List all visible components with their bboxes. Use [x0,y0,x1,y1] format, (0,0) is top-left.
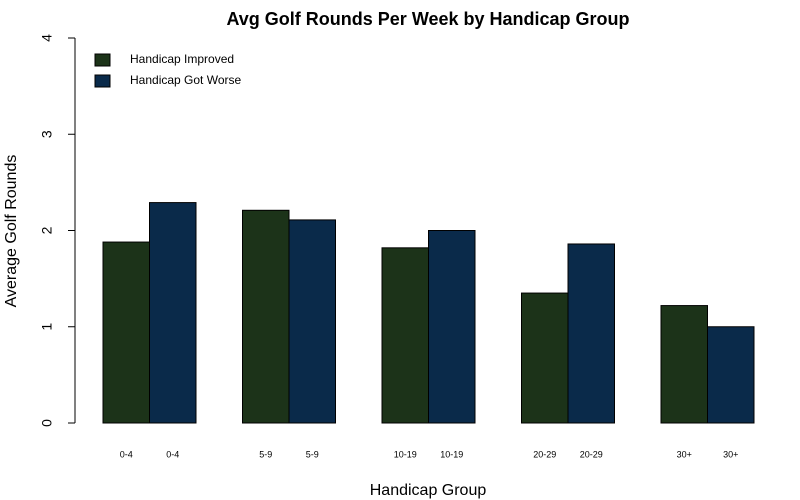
bar [707,326,755,424]
y-axis-label: Average Golf Rounds [3,155,20,308]
x-axis-label: Handicap Group [370,482,487,499]
y-tick-label: 3 [39,130,55,138]
bar [567,243,615,424]
y-tick-label: 0 [39,419,55,427]
chart-title: Avg Golf Rounds Per Week by Handicap Gro… [226,9,629,29]
bar [381,247,429,424]
y-tick-label: 1 [39,323,55,331]
x-tick-label: 0-4 [166,449,179,459]
x-tick-label: 10-19 [394,449,417,459]
bar [428,230,476,424]
x-tick-label: 20-29 [580,449,603,459]
x-tick-label: 30+ [723,449,738,459]
legend-swatch [94,53,111,67]
x-tick-label: 0-4 [120,449,133,459]
bar [149,202,197,424]
legend-label: Handicap Improved [130,52,234,66]
legend-label: Handicap Got Worse [130,73,241,87]
bar [660,305,708,424]
bar [102,241,150,424]
x-tick-label: 10-19 [440,449,463,459]
x-tick-label: 5-9 [259,449,272,459]
x-tick-label: 5-9 [306,449,319,459]
x-tick-label: 30+ [677,449,692,459]
bar [521,292,569,424]
y-tick-label: 4 [39,34,55,42]
y-tick-label: 2 [39,226,55,234]
legend-swatch [94,74,111,88]
bar [242,209,290,424]
bar [288,219,336,424]
x-tick-label: 20-29 [533,449,556,459]
